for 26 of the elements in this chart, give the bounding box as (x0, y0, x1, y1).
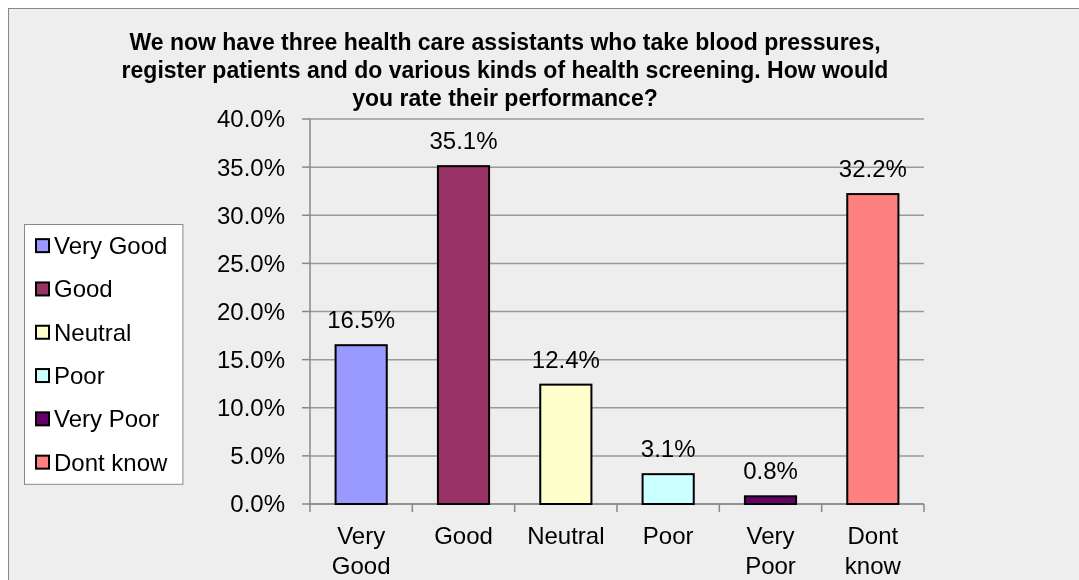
legend-label: Dont know (54, 448, 169, 476)
legend-label: Very Poor (54, 405, 160, 433)
x-tick-label: Poor (642, 522, 694, 549)
y-tick-label: 5.0% (230, 442, 285, 470)
y-tick-label: 10.0% (216, 394, 285, 422)
x-tick-label: Dont know (844, 522, 902, 579)
y-tick-label: 15.0% (216, 346, 285, 374)
legend-label: Very Good (54, 232, 168, 260)
x-tick-label: Neutral (527, 522, 605, 549)
data-label: 0.8% (743, 457, 798, 485)
x-tick-label: Very Poor (745, 522, 796, 579)
data-label: 32.2% (838, 155, 907, 183)
data-label: 35.1% (429, 127, 498, 155)
legend-label: Good (54, 275, 113, 303)
legend-label: Neutral (54, 318, 132, 346)
y-tick-label: 30.0% (216, 201, 285, 229)
x-tick-label: Good (434, 522, 493, 549)
y-tick-label: 25.0% (216, 249, 285, 277)
legend-label: Poor (54, 361, 105, 389)
x-tick-label: Very Good (331, 522, 391, 579)
y-tick-label: 35.0% (216, 153, 285, 181)
y-tick-label: 20.0% (216, 297, 285, 325)
data-label: 16.5% (327, 306, 396, 334)
data-label: 3.1% (640, 435, 696, 463)
y-tick-label: 0.0% (230, 490, 285, 518)
data-label: 12.4% (531, 345, 600, 373)
